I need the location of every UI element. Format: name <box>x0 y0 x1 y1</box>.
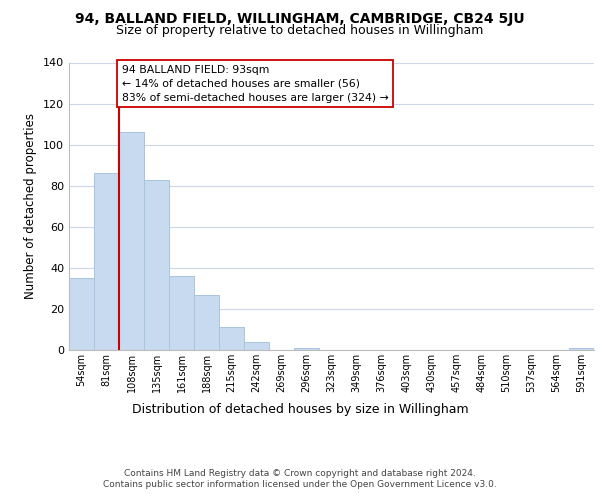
Bar <box>169 276 194 350</box>
Bar <box>244 342 269 350</box>
Text: Contains public sector information licensed under the Open Government Licence v3: Contains public sector information licen… <box>103 480 497 489</box>
Y-axis label: Number of detached properties: Number of detached properties <box>25 114 37 299</box>
Text: Size of property relative to detached houses in Willingham: Size of property relative to detached ho… <box>116 24 484 37</box>
Bar <box>94 174 119 350</box>
Bar <box>119 132 144 350</box>
Bar <box>194 294 219 350</box>
Bar <box>569 348 594 350</box>
Text: 94, BALLAND FIELD, WILLINGHAM, CAMBRIDGE, CB24 5JU: 94, BALLAND FIELD, WILLINGHAM, CAMBRIDGE… <box>75 12 525 26</box>
Text: Contains HM Land Registry data © Crown copyright and database right 2024.: Contains HM Land Registry data © Crown c… <box>124 469 476 478</box>
Bar <box>294 348 319 350</box>
Bar <box>219 328 244 350</box>
Bar <box>69 278 94 350</box>
Bar <box>144 180 169 350</box>
Text: Distribution of detached houses by size in Willingham: Distribution of detached houses by size … <box>131 402 469 415</box>
Text: 94 BALLAND FIELD: 93sqm
← 14% of detached houses are smaller (56)
83% of semi-de: 94 BALLAND FIELD: 93sqm ← 14% of detache… <box>121 64 388 102</box>
